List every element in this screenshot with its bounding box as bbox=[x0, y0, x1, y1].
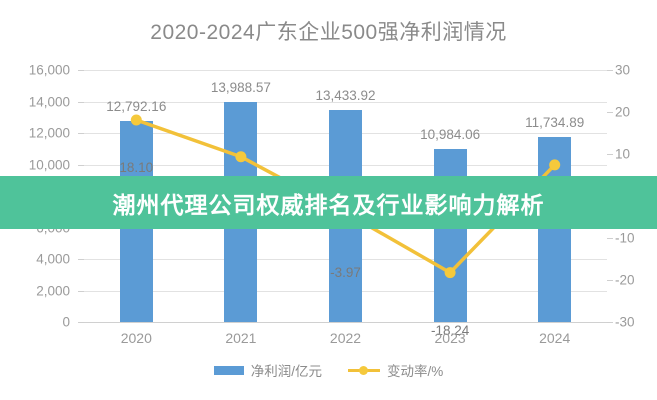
x-axis-tick-label: 2023 bbox=[434, 330, 466, 346]
left-axis-tickmark bbox=[78, 164, 84, 166]
legend-label-bar: 净利润/亿元 bbox=[250, 364, 322, 379]
right-axis-tick-label: 10 bbox=[615, 146, 631, 162]
gridline bbox=[84, 322, 607, 323]
right-axis-tickmark bbox=[607, 112, 613, 113]
x-axis-labels: 2020 2021 2022 2023 2024 bbox=[84, 330, 607, 352]
left-axis-tickmark bbox=[78, 70, 84, 71]
left-axis-tickmark bbox=[78, 290, 84, 292]
gridline bbox=[84, 101, 607, 103]
right-axis-tick-label: -30 bbox=[615, 314, 635, 330]
bar-value-label: 13,433.92 bbox=[315, 88, 376, 104]
left-axis-tick-label: 4,000 bbox=[36, 251, 70, 267]
right-axis-labels: -30-20-100102030 bbox=[613, 63, 657, 330]
right-axis-tickmark bbox=[607, 280, 613, 281]
bar-value-label: 13,988.57 bbox=[210, 79, 271, 95]
left-axis-tick-label: 12,000 bbox=[28, 125, 70, 141]
line-marker bbox=[444, 267, 456, 279]
bar-value-label: 10,984.06 bbox=[420, 127, 481, 142]
x-axis-tick-label: 2024 bbox=[539, 330, 571, 346]
chart-title: 2020-2024广东企业500强净利润情况 bbox=[150, 21, 507, 44]
left-axis-tickmark bbox=[78, 101, 84, 103]
x-axis-tick-label: 2020 bbox=[120, 330, 152, 346]
overlay-banner: 潮州代理公司权威排名及行业影响力解析 bbox=[0, 176, 657, 229]
left-axis-tickmark bbox=[78, 133, 84, 134]
right-axis-tick-label: -10 bbox=[615, 230, 635, 246]
chart-legend: 净利润/亿元 变动率/% bbox=[0, 360, 657, 380]
right-axis-tickmark bbox=[607, 238, 613, 239]
right-axis-tickmark bbox=[607, 322, 613, 323]
left-axis-tick-label: 0 bbox=[62, 314, 70, 330]
gridline bbox=[84, 70, 607, 71]
left-axis-tick-label: 10,000 bbox=[28, 157, 70, 172]
legend-label-line: 变动率/% bbox=[387, 364, 444, 379]
legend-item-bar: 净利润/亿元 bbox=[213, 360, 322, 380]
legend-item-line: 变动率/% bbox=[348, 360, 443, 380]
right-axis-tickmark bbox=[607, 70, 613, 71]
bar-value-label: 11,734.89 bbox=[525, 115, 585, 131]
line-value-label: 18.10 bbox=[119, 159, 154, 175]
right-axis-tick-label: 20 bbox=[615, 104, 631, 120]
x-axis-tick-label: 2022 bbox=[329, 330, 362, 346]
bar-value-label: 12,792.16 bbox=[106, 98, 167, 114]
overlay-banner-text: 潮州代理公司权威排名及行业影响力解析 bbox=[112, 191, 545, 218]
left-axis-tick-label: 2,000 bbox=[36, 283, 70, 298]
line-marker bbox=[235, 151, 247, 163]
right-axis-tickmark bbox=[607, 154, 613, 155]
line-marker bbox=[130, 114, 142, 126]
legend-line-swatch-icon bbox=[348, 365, 380, 376]
line-value-label: -18.24 bbox=[430, 322, 470, 338]
line-value-label: -3.97 bbox=[330, 264, 361, 280]
left-axis-tick-label: 14,000 bbox=[28, 94, 70, 109]
right-axis-tick-label: -20 bbox=[615, 272, 635, 288]
left-axis-tickmark bbox=[78, 322, 84, 323]
x-axis-tick-label: 2021 bbox=[225, 330, 257, 346]
line-marker bbox=[549, 159, 561, 171]
left-axis-tick-label: 16,000 bbox=[28, 62, 70, 78]
legend-bar-swatch-icon bbox=[213, 365, 244, 375]
right-axis-tick-label: 30 bbox=[615, 62, 631, 78]
left-axis-tickmark bbox=[78, 259, 84, 260]
